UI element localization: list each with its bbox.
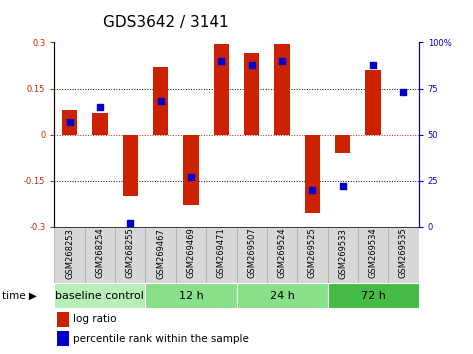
Point — [218, 58, 225, 64]
Text: baseline control: baseline control — [55, 291, 144, 301]
Bar — [305, 135, 320, 213]
Point — [248, 62, 255, 67]
Point — [96, 104, 104, 110]
Text: log ratio: log ratio — [73, 314, 117, 325]
Point — [369, 62, 377, 67]
Text: GSM269534: GSM269534 — [368, 228, 377, 279]
Text: percentile rank within the sample: percentile rank within the sample — [73, 334, 249, 344]
Bar — [57, 312, 69, 327]
Text: GSM269533: GSM269533 — [338, 228, 347, 279]
Bar — [115, 227, 146, 283]
Bar — [54, 283, 146, 308]
Point — [157, 98, 165, 104]
Bar — [184, 135, 199, 205]
Bar — [267, 227, 297, 283]
Text: 24 h: 24 h — [270, 291, 295, 301]
Text: GSM268253: GSM268253 — [65, 228, 74, 279]
Text: GSM269469: GSM269469 — [186, 228, 195, 279]
Point — [278, 58, 286, 64]
Bar — [214, 44, 229, 135]
Bar — [244, 53, 259, 135]
Bar — [62, 110, 77, 135]
Bar — [274, 44, 289, 135]
Text: GSM269525: GSM269525 — [308, 228, 317, 278]
Text: GSM269507: GSM269507 — [247, 228, 256, 279]
Bar — [54, 227, 85, 283]
Point — [66, 119, 73, 125]
Bar — [176, 227, 206, 283]
Bar — [366, 70, 381, 135]
Bar — [358, 227, 388, 283]
Text: GSM269467: GSM269467 — [156, 228, 165, 279]
Text: GSM268254: GSM268254 — [96, 228, 105, 279]
Text: time ▶: time ▶ — [2, 291, 37, 301]
Bar — [145, 283, 236, 308]
Text: GSM269471: GSM269471 — [217, 228, 226, 279]
Bar — [57, 331, 69, 346]
Text: GDS3642 / 3141: GDS3642 / 3141 — [103, 15, 228, 30]
Text: GSM268255: GSM268255 — [126, 228, 135, 279]
Bar — [85, 227, 115, 283]
Bar — [297, 227, 327, 283]
Point — [339, 183, 347, 189]
Bar — [123, 135, 138, 196]
Bar — [327, 227, 358, 283]
Bar — [327, 283, 419, 308]
Point — [187, 174, 195, 180]
Text: 12 h: 12 h — [179, 291, 203, 301]
Point — [400, 89, 407, 95]
Bar — [236, 283, 327, 308]
Bar — [335, 135, 350, 153]
Bar — [92, 113, 107, 135]
Text: GSM269535: GSM269535 — [399, 228, 408, 279]
Bar — [206, 227, 236, 283]
Bar — [388, 227, 419, 283]
Bar — [145, 227, 176, 283]
Bar — [153, 67, 168, 135]
Point — [126, 220, 134, 226]
Point — [308, 187, 316, 193]
Text: 72 h: 72 h — [360, 291, 385, 301]
Text: GSM269524: GSM269524 — [278, 228, 287, 278]
Bar — [236, 227, 267, 283]
